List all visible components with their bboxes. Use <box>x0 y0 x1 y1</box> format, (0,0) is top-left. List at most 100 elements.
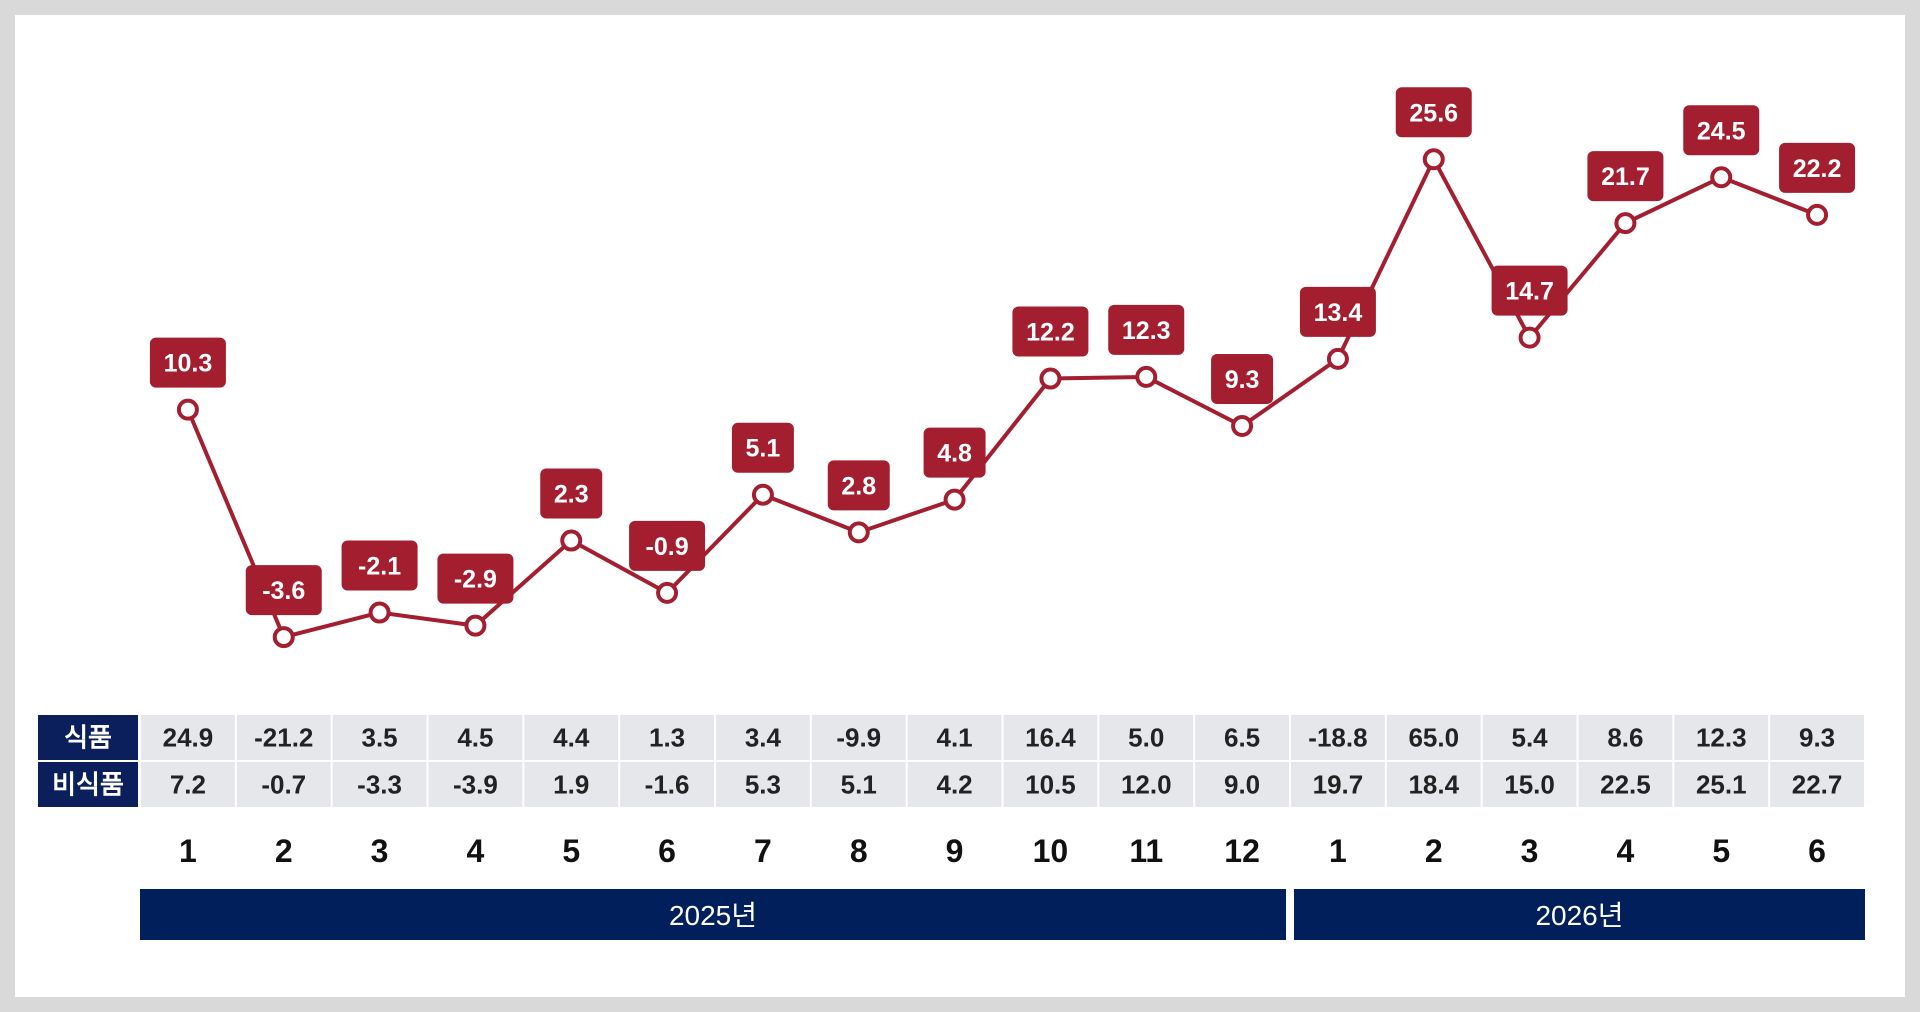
table-cell-bg <box>716 715 810 760</box>
table-cell-value: 12.3 <box>1696 723 1747 753</box>
data-label-box <box>1491 265 1568 316</box>
data-label-4: -2.9 <box>437 553 514 604</box>
data-label-15: 14.7 <box>1491 265 1568 316</box>
x-tick-label-15: 3 <box>1521 833 1539 869</box>
data-points <box>176 148 1829 649</box>
data-point-1 <box>176 398 199 421</box>
data-label-text: 13.4 <box>1314 299 1363 327</box>
table-cell-bg <box>1578 762 1673 807</box>
data-label-box <box>437 553 514 604</box>
table-cell: 12.3 <box>1674 715 1769 760</box>
data-label-6: -0.9 <box>629 520 706 571</box>
table-cell: 4.5 <box>428 715 523 760</box>
row-header-label: 식품 <box>64 723 112 753</box>
table-cell-value: 5.4 <box>1512 723 1549 753</box>
table-cell-bg <box>716 762 810 807</box>
table-cell-bg <box>524 762 619 807</box>
data-label-text: 4.8 <box>937 440 972 468</box>
table-row-header-1: 식품 <box>38 715 138 760</box>
table-cell-bg <box>1482 762 1577 807</box>
x-tick-label-16: 4 <box>1617 833 1635 869</box>
data-labels: 10.3 -3.6 -2.1 -2.9 2.3 -0.9 5.1 2.8 4.8 12.2 12.3… <box>149 87 1856 616</box>
table-cell-bg <box>1386 715 1481 760</box>
data-label-text: 14.7 <box>1505 278 1554 306</box>
table-cell-value: -3.3 <box>357 770 402 800</box>
table-cell-bg <box>141 762 235 807</box>
table-cell-value: 65.0 <box>1408 723 1459 753</box>
x-tick-label-3: 3 <box>371 833 389 869</box>
data-label-14: 25.6 <box>1395 87 1472 138</box>
table-cell-bg <box>524 715 619 760</box>
table-row-header-2: 비식품 <box>38 762 138 807</box>
table-cell-value: 4.4 <box>553 723 590 753</box>
table-cell-bg <box>1195 715 1289 760</box>
table-cell-value: 4.2 <box>937 770 973 800</box>
table-cell-bg <box>620 762 714 807</box>
table-cell-value: -21.2 <box>254 723 313 753</box>
x-tick-label-13: 1 <box>1329 833 1347 869</box>
table-cell-value: 22.5 <box>1600 770 1651 800</box>
data-point-2 <box>272 626 295 649</box>
table-cell-value: 15.0 <box>1504 770 1555 800</box>
x-tick-label-5: 5 <box>562 833 580 869</box>
table-cell: 24.9 <box>141 715 235 760</box>
data-label-box <box>1108 304 1185 355</box>
table-cell: 3.5 <box>332 715 427 760</box>
table-cell: -0.7 <box>236 762 331 807</box>
data-point-9 <box>943 488 966 511</box>
data-label-text: 2.3 <box>554 481 589 509</box>
table-cell-value: 12.0 <box>1121 770 1172 800</box>
table-cell: 12.0 <box>1099 762 1194 807</box>
data-label-17: 24.5 <box>1683 105 1760 156</box>
x-tick-label-10: 10 <box>1033 833 1069 869</box>
x-tick-label-9: 9 <box>946 833 964 869</box>
table-cell-bg <box>236 762 331 807</box>
table-cell-value: 4.5 <box>457 723 493 753</box>
row-header-bg <box>38 762 138 807</box>
table-cell-value: 1.3 <box>649 723 685 753</box>
x-tick-label-17: 5 <box>1712 833 1730 869</box>
data-label-text: 12.3 <box>1122 317 1171 345</box>
data-label-text: 21.7 <box>1601 163 1650 191</box>
data-label-box <box>149 337 226 388</box>
x-tick-label-12: 12 <box>1224 833 1260 869</box>
data-label-text: 10.3 <box>164 350 213 378</box>
data-label-18: 22.2 <box>1779 142 1856 193</box>
table-cell: 15.0 <box>1482 762 1577 807</box>
table-cell-value: 25.1 <box>1696 770 1747 800</box>
data-label-box <box>731 422 794 473</box>
table-cell: -3.3 <box>332 762 427 807</box>
data-label-1: 10.3 <box>149 337 226 388</box>
data-point-5 <box>560 529 583 552</box>
table-cell-bg <box>811 762 906 807</box>
data-label-box <box>1012 306 1089 357</box>
data-point-6 <box>656 581 679 604</box>
data-label-3: -2.1 <box>341 540 418 591</box>
table-cell: 65.0 <box>1386 715 1481 760</box>
data-point-18 <box>1806 203 1829 226</box>
table-cell-value: -3.9 <box>453 770 498 800</box>
table-cell-value: 8.6 <box>1607 723 1643 753</box>
table-cell: 6.5 <box>1195 715 1289 760</box>
data-label-box <box>1211 354 1274 404</box>
data-point-17 <box>1710 166 1733 189</box>
data-label-box <box>923 427 986 478</box>
table-cell-value: 19.7 <box>1313 770 1364 800</box>
x-tick-label-6: 6 <box>658 833 676 869</box>
data-point-7 <box>751 483 774 506</box>
table-cell-bg <box>1578 715 1673 760</box>
table-cell: 9.3 <box>1770 715 1864 760</box>
table-cell-bg <box>1770 715 1864 760</box>
table-cell: 5.1 <box>811 762 906 807</box>
data-point-14 <box>1422 148 1445 171</box>
table-cell-bg <box>1291 762 1385 807</box>
data-label-16: 21.7 <box>1587 151 1664 202</box>
data-point-16 <box>1614 212 1637 235</box>
table-cell-value: 4.1 <box>937 723 973 753</box>
table-cell: 18.4 <box>1386 762 1481 807</box>
table-cell: 19.7 <box>1291 762 1385 807</box>
table-cell-bg <box>141 715 235 760</box>
data-label-box <box>1299 286 1376 337</box>
data-point-3 <box>368 601 391 624</box>
table-cell: -3.9 <box>428 762 523 807</box>
